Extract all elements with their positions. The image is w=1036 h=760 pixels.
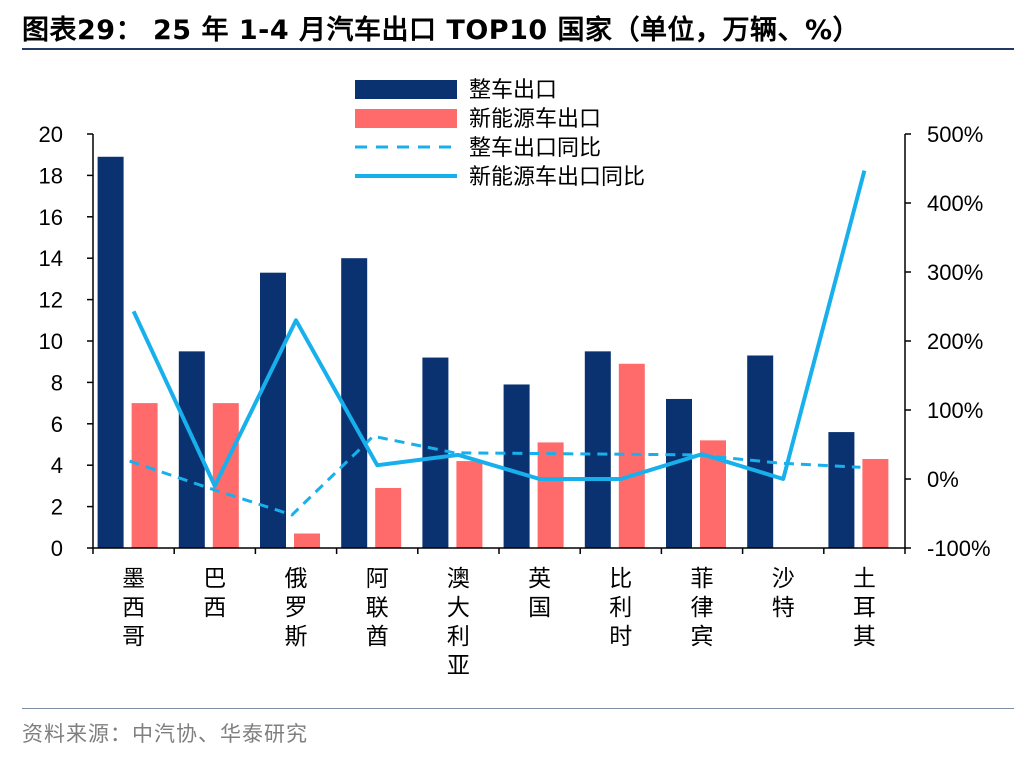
bar-nev-2: [294, 533, 320, 548]
line-vehicle-yoy: [129, 434, 861, 517]
bar-nev-5: [537, 442, 564, 548]
category-label-4: 澳大利亚: [447, 566, 470, 679]
bar-nev-4: [456, 461, 483, 548]
bar-vehicle-2: [260, 272, 286, 548]
bar-nev-1: [212, 403, 239, 548]
bar-nev-3: [375, 487, 402, 548]
category-label-0: 墨西哥: [122, 566, 145, 650]
right-tick-label-4: 300%: [927, 260, 983, 285]
category-label-6: 比利时: [609, 566, 632, 650]
source-rule: [22, 708, 1014, 709]
bar-vehicle-8: [747, 355, 774, 548]
legend-swatch-0: [355, 80, 457, 99]
bar-vehicle-4: [422, 357, 449, 548]
right-tick-label-6: 500%: [927, 122, 983, 147]
category-label-8: 沙特: [772, 566, 795, 621]
category-label-1: 巴西: [203, 566, 226, 621]
legend-label-0: 整车出口: [469, 78, 557, 103]
left-tick-label-5: 10: [39, 329, 63, 354]
bar-vehicle-6: [584, 351, 611, 548]
title-rule: [22, 48, 1014, 50]
line-nev-yoy: [131, 170, 867, 488]
right-tick-label-2: 100%: [927, 398, 983, 423]
source-note: 资料来源：中汽协、华泰研究: [22, 722, 308, 746]
category-label-9: 土耳其: [853, 566, 876, 650]
left-tick-label-6: 12: [39, 288, 63, 313]
right-tick-label-1: 0%: [927, 467, 959, 492]
bar-vehicle-0: [97, 156, 124, 548]
left-tick-label-9: 18: [39, 163, 63, 188]
bar-vehicle-9: [828, 432, 855, 548]
right-tick-label-0: -100%: [927, 536, 991, 561]
bar-nev-0: [131, 403, 158, 548]
legend-label-1: 新能源车出口: [469, 107, 601, 132]
left-tick-label-2: 4: [51, 453, 63, 478]
left-tick-label-0: 0: [51, 536, 63, 561]
chart-title: 图表29： 25 年 1-4 月汽车出口 TOP10 国家（单位，万辆、%）: [22, 15, 861, 46]
category-label-7: 菲律宾: [691, 566, 714, 650]
legend-swatch-1: [355, 109, 457, 128]
bar-vehicle-1: [178, 351, 205, 548]
right-tick-label-3: 200%: [927, 329, 983, 354]
left-tick-label-3: 6: [51, 412, 63, 437]
left-tick-label-4: 8: [51, 370, 63, 395]
bar-vehicle-7: [666, 398, 692, 548]
bar-vehicle-5: [503, 384, 530, 548]
left-tick-label-1: 2: [51, 495, 63, 520]
left-tick-label-7: 14: [39, 246, 63, 271]
left-tick-label-10: 20: [39, 122, 63, 147]
legend-label-2: 整车出口同比: [469, 136, 601, 161]
right-tick-label-5: 400%: [927, 191, 983, 216]
chart: 0 2 4 6 8 10 12 14 16 18 20 -100% 0% 100% 200% 300% 400%…: [39, 78, 991, 679]
left-tick-label-8: 16: [39, 205, 63, 230]
category-label-5: 英国: [528, 566, 551, 621]
legend-label-3: 新能源车出口同比: [469, 165, 645, 190]
category-label-3: 阿联酋: [366, 566, 389, 650]
category-label-2: 俄罗斯: [285, 566, 308, 650]
bar-nev-9: [862, 458, 889, 548]
bar-vehicle-3: [341, 258, 368, 548]
